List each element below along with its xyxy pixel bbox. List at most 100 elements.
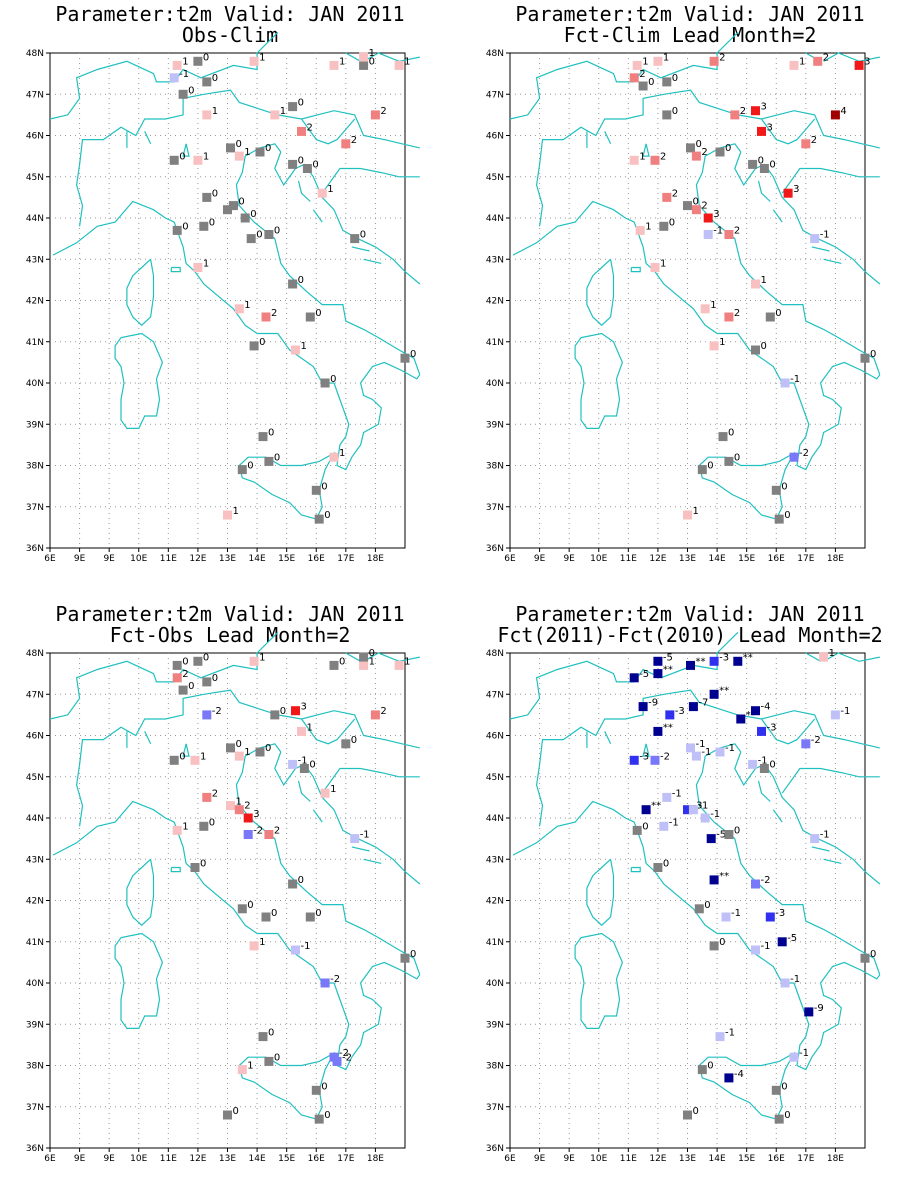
station-marker [320, 378, 330, 388]
station-value-label: 1 [259, 937, 265, 948]
station-value-label: 2 [271, 308, 277, 319]
station-marker [288, 759, 298, 769]
station-marker [394, 60, 404, 70]
lon-tick-label: 14E [249, 1154, 266, 1164]
station-marker [694, 904, 704, 914]
station-marker [789, 1052, 799, 1062]
station-value-label: 3 [864, 56, 870, 67]
station-marker [240, 213, 250, 223]
station-value-label: 1 [369, 48, 375, 59]
lon-tick-label: 15E [278, 554, 295, 564]
station-marker [311, 485, 321, 495]
station-marker [724, 312, 734, 322]
station-marker [783, 188, 793, 198]
lon-tick-label: 18E [827, 1154, 844, 1164]
lat-tick-label: 40N [486, 379, 504, 389]
lon-tick-label: 6E [504, 1154, 516, 1164]
station-value-label: 1 [660, 259, 666, 270]
station-value-label: -2 [253, 826, 263, 837]
station-marker [759, 164, 769, 173]
station-value-label: -1 [790, 374, 800, 385]
lon-tick-label: 10E [590, 1154, 607, 1164]
station-marker [632, 60, 642, 70]
station-value-label: 0 [696, 139, 702, 150]
station-value-label: 0 [784, 1110, 790, 1121]
station-marker [751, 106, 760, 116]
lon-tick-label: 9E [74, 554, 86, 564]
station-marker [780, 978, 790, 988]
station-value-label: 2 [639, 69, 645, 80]
lat-tick-label: 42N [486, 897, 504, 907]
coastline-segment [823, 652, 880, 662]
station-value-label: -3 [639, 751, 649, 762]
station-marker [813, 56, 823, 66]
station-marker [638, 702, 648, 712]
station-marker [697, 465, 707, 475]
lon-tick-label: 16E [308, 1154, 325, 1164]
lon-tick-label: 10E [590, 554, 607, 564]
coastline-segment [734, 751, 881, 885]
station-value-label: 2 [701, 147, 707, 158]
station-value-label: 0 [298, 275, 304, 286]
station-value-label: 1 [307, 722, 313, 733]
station-value-label: -9 [814, 1003, 824, 1014]
station-marker [297, 126, 306, 136]
lat-tick-label: 36N [26, 1144, 44, 1154]
station-marker [801, 739, 811, 749]
station-marker [190, 755, 200, 765]
station-marker [329, 60, 339, 70]
station-value-label: 1 [327, 184, 333, 195]
station-marker [234, 805, 244, 815]
station-marker [350, 834, 360, 844]
lon-tick-label: 12E [189, 554, 206, 564]
lat-tick-label: 41N [486, 338, 504, 348]
station-value-label: 0 [360, 230, 366, 241]
station-value-label: 0 [298, 155, 304, 166]
lon-tick-label: 11E [160, 554, 177, 564]
station-marker [228, 201, 238, 211]
station-marker [686, 743, 695, 753]
station-marker [288, 102, 298, 112]
station-marker [662, 77, 672, 87]
station-value-label: -1 [701, 747, 711, 758]
station-marker [709, 941, 719, 951]
station-value-label: 0 [312, 160, 318, 171]
coastline-segment [144, 131, 152, 145]
coastline-segment [182, 143, 190, 157]
station-marker [172, 60, 182, 70]
station-marker [202, 192, 212, 202]
station-value-label: 4 [840, 106, 846, 117]
coastline-segment [823, 258, 842, 264]
station-marker [703, 230, 713, 239]
lat-tick-label: 38N [486, 462, 504, 472]
station-value-label: 0 [324, 510, 330, 521]
station-value-label: -1 [298, 755, 308, 766]
gridlines [510, 53, 865, 548]
coastline-segment [49, 31, 279, 120]
station-value-label: 1 [642, 56, 648, 67]
station-value-label: 0 [339, 656, 345, 667]
station-value-label: 1 [259, 652, 265, 663]
map-plot: 6E 9E 9E 10E 11E 12E 13E 14E 15E 16E 17E 18E 36N 37N 3… [486, 631, 881, 1164]
station-marker [193, 263, 203, 272]
station-marker [789, 60, 799, 70]
station-value-label: 3 [253, 809, 259, 820]
lat-tick-label: 43N [26, 855, 44, 865]
station-marker [653, 863, 663, 872]
station-marker [751, 345, 760, 355]
station-value-label: -1 [698, 801, 708, 812]
station-marker [370, 110, 380, 120]
coastline-segment [75, 689, 420, 827]
station-value-label: ** [719, 871, 729, 882]
station-value-label: 1 [369, 656, 375, 667]
coastline-segment [345, 652, 361, 662]
station-value-label: 0 [212, 673, 218, 684]
station-marker [748, 159, 758, 169]
lat-tick-label: 44N [26, 814, 44, 824]
station-marker [715, 747, 725, 757]
gridlines [50, 653, 405, 1148]
station-marker [733, 656, 743, 666]
coastline-segment [235, 143, 421, 375]
station-marker [270, 710, 280, 720]
station-value-label: -5 [716, 830, 726, 841]
